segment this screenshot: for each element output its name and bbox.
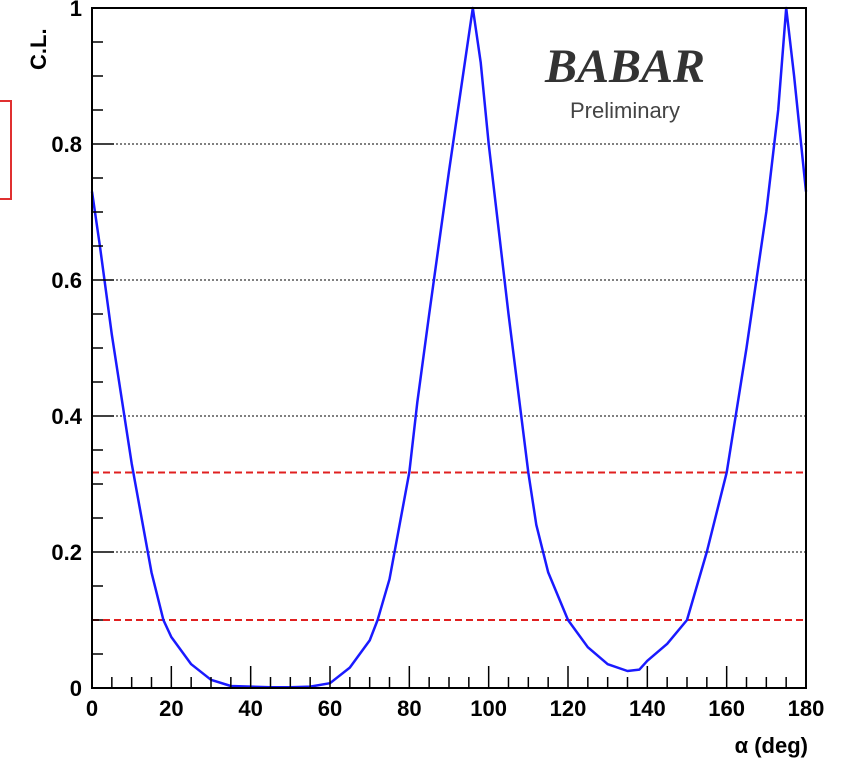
x-axis-title: α (deg): [735, 733, 808, 758]
reference-lines: [92, 471, 806, 621]
y-tick-label-2: 0.4: [51, 404, 82, 429]
x-tick-label-1: 20: [159, 696, 183, 721]
logo-subtitle: Preliminary: [570, 98, 680, 123]
x-tick-label-2: 40: [238, 696, 262, 721]
plot-frame: [91, 7, 807, 689]
y-axis-title: C.L.: [26, 28, 51, 70]
logo-text: BABAR: [544, 40, 705, 93]
x-tick-label-8: 160: [708, 696, 745, 721]
side-mark: [0, 100, 12, 200]
y-tick-labels: 0 0.2 0.4 0.6 0.8 1: [51, 0, 82, 701]
y-tick-label-0: 0: [70, 676, 82, 701]
x-tick-label-4: 80: [397, 696, 421, 721]
curve-layer: [90, 6, 808, 689]
y-tick-label-4: 0.8: [51, 132, 82, 157]
series-line-0: [90, 6, 808, 689]
x-tick-label-6: 120: [550, 696, 587, 721]
x-tick-label-5: 100: [470, 696, 507, 721]
y-tick-label-3: 0.6: [51, 268, 82, 293]
babar-logo: BABAR Preliminary: [544, 40, 705, 123]
x-tick-label-3: 60: [318, 696, 342, 721]
y-tick-label-5: 1: [70, 0, 82, 21]
x-tick-label-9: 180: [788, 696, 825, 721]
x-tick-labels: 0 20 40 60 80 100 120 140 160 180: [86, 696, 824, 721]
ticks: [91, 7, 807, 689]
x-tick-label-7: 140: [629, 696, 666, 721]
y-tick-label-1: 0.2: [51, 540, 82, 565]
x-tick-label-0: 0: [86, 696, 98, 721]
